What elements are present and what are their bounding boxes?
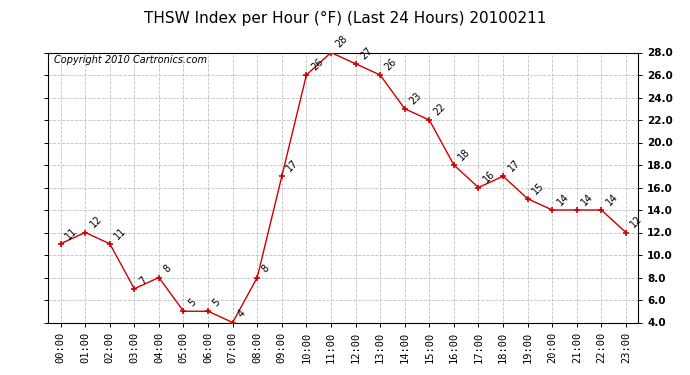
- Text: THSW Index per Hour (°F) (Last 24 Hours) 20100211: THSW Index per Hour (°F) (Last 24 Hours)…: [144, 11, 546, 26]
- Text: 4: 4: [235, 308, 247, 320]
- Text: 12: 12: [88, 214, 103, 230]
- Text: 22: 22: [432, 101, 448, 117]
- Text: Copyright 2010 Cartronics.com: Copyright 2010 Cartronics.com: [55, 55, 207, 65]
- Text: 28: 28: [334, 34, 350, 50]
- Text: 11: 11: [112, 225, 128, 241]
- Text: 16: 16: [481, 169, 497, 185]
- Text: 8: 8: [161, 263, 173, 275]
- Text: 5: 5: [211, 297, 222, 309]
- Text: 15: 15: [531, 180, 546, 196]
- Text: 17: 17: [506, 158, 522, 174]
- Text: 14: 14: [604, 192, 620, 207]
- Text: 14: 14: [555, 192, 571, 207]
- Text: 12: 12: [629, 214, 644, 230]
- Text: 26: 26: [383, 56, 399, 72]
- Text: 7: 7: [137, 274, 148, 286]
- Text: 18: 18: [457, 147, 473, 162]
- Text: 27: 27: [358, 45, 374, 61]
- Text: 8: 8: [260, 263, 271, 275]
- Text: 5: 5: [186, 297, 198, 309]
- Text: 17: 17: [284, 158, 300, 174]
- Text: 26: 26: [309, 56, 325, 72]
- Text: 23: 23: [408, 90, 424, 106]
- Text: 14: 14: [580, 192, 595, 207]
- Text: 11: 11: [63, 225, 79, 241]
